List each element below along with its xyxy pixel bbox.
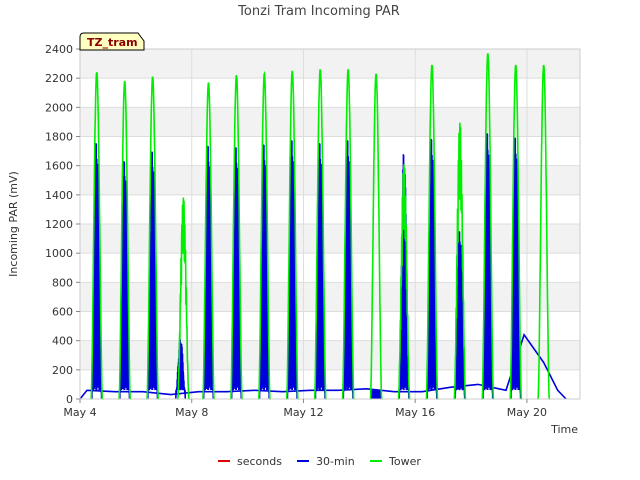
y-axis-label: Incoming PAR (mV) <box>7 171 20 277</box>
series-30-min-day <box>119 161 131 400</box>
chart-title: Tonzi Tram Incoming PAR <box>237 4 400 19</box>
series-tower-day <box>176 197 190 400</box>
series-tower-day <box>285 70 299 400</box>
series-tower-day <box>90 72 104 400</box>
y-tick-label: 2000 <box>45 101 73 114</box>
y-tick-label: 800 <box>52 276 73 289</box>
series-tower-day <box>230 75 243 400</box>
station-badge: TZ_tram <box>79 32 145 51</box>
y-tick-label: 1600 <box>45 160 73 173</box>
x-axis-label: Time <box>550 423 578 436</box>
y-tick-label: 2400 <box>45 43 73 56</box>
plot-band <box>80 165 580 195</box>
legend-label: seconds <box>237 455 282 468</box>
series-30-min-day <box>286 140 298 400</box>
y-tick-label: 1200 <box>45 218 73 231</box>
x-tick-label: May 8 <box>175 406 208 419</box>
series-tower-day <box>425 64 439 400</box>
y-tick-label: 1800 <box>45 131 73 144</box>
plot-band <box>80 340 580 370</box>
y-tick-label: 1000 <box>45 247 73 260</box>
series-tower-day <box>257 70 271 400</box>
plot-band <box>80 107 580 137</box>
series-30-min-day <box>314 143 326 400</box>
y-tick-label: 1400 <box>45 189 73 202</box>
badge-shape <box>79 32 145 51</box>
series-tower-day <box>369 73 383 400</box>
series-30-min-day <box>91 143 103 400</box>
series-30-min-day <box>426 138 438 400</box>
series-tower-day <box>146 76 160 400</box>
legend-label: Tower <box>388 455 421 468</box>
series-30-min-day <box>370 390 382 400</box>
y-axis-ticks: 0 200 400 600 800 1000 1200 1400 1600 1800 2000 220… <box>45 43 80 406</box>
x-tick-label: May 20 <box>507 406 547 419</box>
series-tower-day <box>481 53 495 400</box>
plot-band <box>80 49 580 79</box>
legend: seconds 30-min Tower <box>218 455 421 468</box>
y-tick-label: 200 <box>52 364 73 377</box>
y-tick-label: 2200 <box>45 72 73 85</box>
x-axis-ticks: May 4 May 8 May 12 May 16 May 20 <box>63 399 547 419</box>
series-30-min-day <box>398 154 410 400</box>
x-tick-label: May 12 <box>283 406 323 419</box>
series-30-min-day <box>147 151 159 400</box>
plot-band <box>80 282 580 312</box>
series-30-min-day <box>203 145 214 400</box>
series-30-min-day <box>482 133 494 400</box>
series-30-min-day <box>175 338 186 400</box>
series-30-min-day <box>454 231 466 400</box>
series-30-min-day <box>342 140 354 400</box>
legend-label: 30-min <box>316 455 355 468</box>
x-tick-label: May 4 <box>63 406 96 419</box>
series-tower-day <box>397 164 411 400</box>
series-tower-day <box>537 64 551 400</box>
badge-label: TZ_tram <box>87 36 138 49</box>
series-30-min-day <box>231 147 242 400</box>
series-tower-day <box>118 80 132 400</box>
series-layer <box>79 53 567 400</box>
y-tick-label: 400 <box>52 335 73 348</box>
x-tick-label: May 16 <box>395 406 435 419</box>
series-tower-day <box>202 82 215 400</box>
plot-background <box>80 49 580 370</box>
series-30-min-day <box>510 137 522 400</box>
series-tower-day <box>453 122 467 400</box>
y-tick-label: 600 <box>52 306 73 319</box>
series-tower-day <box>509 64 523 400</box>
plot-band <box>80 224 580 254</box>
series-tower-day <box>341 69 355 400</box>
series-30-min-day <box>258 144 270 400</box>
y-tick-label: 0 <box>66 393 73 406</box>
series-tower-day <box>313 69 327 400</box>
